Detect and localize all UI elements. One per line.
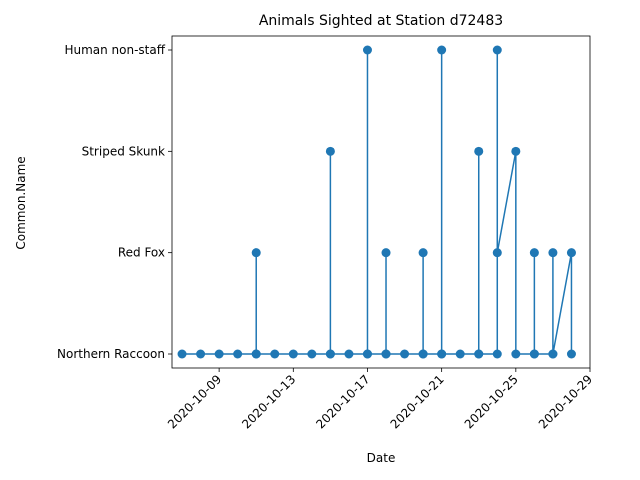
- data-point-26: [437, 45, 447, 55]
- data-point-31: [474, 349, 484, 359]
- data-point-38: [529, 248, 539, 258]
- data-point-17: [362, 349, 372, 359]
- data-point-1: [177, 349, 187, 359]
- data-point-6: [251, 248, 261, 258]
- data-point-21: [400, 349, 410, 359]
- data-point-39: [529, 349, 539, 359]
- data-point-7: [251, 349, 261, 359]
- x-tick-label-4: 2020-10-21: [388, 372, 447, 431]
- x-tick-label-3: 2020-10-17: [313, 372, 372, 431]
- data-point-9: [288, 349, 298, 359]
- x-tick-label-5: 2020-10-25: [462, 372, 521, 431]
- data-point-33: [492, 45, 502, 55]
- data-point-42: [548, 349, 558, 359]
- x-tick-label-2: 2020-10-13: [239, 372, 298, 431]
- data-point-20: [381, 349, 391, 359]
- data-point-19: [381, 248, 391, 258]
- x-axis-label: Date: [367, 451, 396, 465]
- data-point-13: [325, 349, 335, 359]
- data-point-30: [474, 146, 484, 156]
- axes-frame: [171, 35, 591, 369]
- data-point-34: [492, 248, 502, 258]
- data-point-36: [511, 349, 521, 359]
- y-tick-label-2: Red Fox: [118, 246, 165, 260]
- data-point-16: [362, 45, 372, 55]
- data-point-24: [418, 349, 428, 359]
- y-tick-label-1: Northern Raccoon: [57, 347, 165, 361]
- data-point-8: [270, 349, 280, 359]
- data-point-2: [196, 349, 206, 359]
- chart-title: Animals Sighted at Station d72483: [259, 13, 503, 29]
- data-point-35: [511, 146, 521, 156]
- data-point-43: [566, 248, 576, 258]
- plot-area: Northern Raccoon Red Fox Striped Skunk Huma…: [57, 35, 595, 431]
- series-line: [182, 49, 573, 355]
- data-point-3: [214, 349, 224, 359]
- data-point-10: [307, 349, 317, 359]
- data-point-27: [437, 349, 447, 359]
- y-axis-label: Common.Name: [14, 156, 28, 249]
- y-tick-label-3: Striped Skunk: [82, 144, 165, 158]
- x-tick-label-6: 2020-10-29: [536, 372, 595, 431]
- data-point-14: [344, 349, 354, 359]
- data-point-28: [455, 349, 465, 359]
- data-point-4: [233, 349, 243, 359]
- x-tick-label-1: 2020-10-09: [165, 372, 224, 431]
- data-point-41: [548, 248, 558, 258]
- data-point-12: [325, 146, 335, 156]
- y-tick-label-4: Human non-staff: [64, 43, 165, 57]
- data-point-32: [492, 349, 502, 359]
- data-point-44: [566, 349, 576, 359]
- data-point-23: [418, 248, 428, 258]
